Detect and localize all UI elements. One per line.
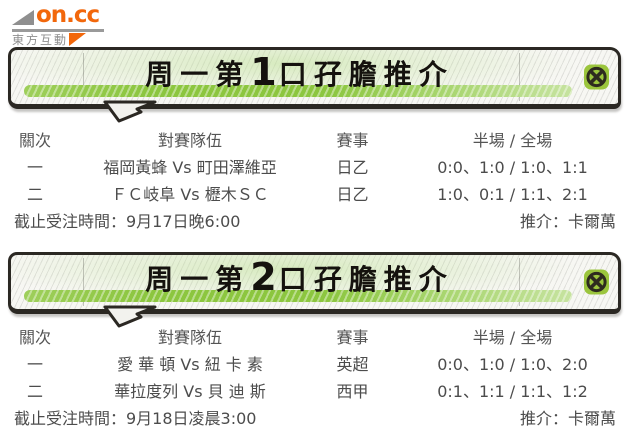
col-header-league: 賽事 [336,130,369,150]
col-header-teams: 對賽隊伍 [157,327,222,347]
table-footer: 截止受注時間：9月18日凌晨3:00 推介：卡爾萬 [0,403,630,430]
cell-league: 日乙 [336,157,369,177]
logo-divider [12,29,104,32]
logo-orange-triangle-icon [69,33,87,46]
logo-bottom: 東方互動 [12,33,104,47]
section2-banner: 周一第 2 口孖膽推介 [8,252,621,328]
cell-round: 一 [26,157,43,177]
banner-fold-line [83,53,84,101]
tipster-text: 推介：卡爾萬 [519,408,616,428]
close-icon[interactable] [583,64,610,91]
cell-score: 0:1、1:1 / 1:1、1:2 [437,381,588,401]
col-header-score: 半場 / 全場 [472,130,553,150]
cell-round: 二 [26,381,43,401]
table-row: 二 華拉度列 Vs 貝 迪 斯 西甲 0:1、1:1 / 1:1、1:2 [0,376,630,403]
cell-teams: 福岡黃蜂 Vs 町田澤維亞 [103,157,277,177]
deadline-text: 截止受注時間：9月17日晚6:00 [14,211,241,231]
table-row: 一 愛 華 頓 Vs 紐 卡 素 英超 0:0、1:0 / 1:0、2:0 [0,349,630,376]
col-header-teams: 對賽隊伍 [157,130,222,150]
close-icon[interactable] [583,269,610,296]
banner-tail [103,100,157,124]
logo-brand-text: on.cc [36,2,100,28]
cell-score: 0:0、1:0 / 1:0、1:1 [437,157,588,177]
cell-round: 一 [26,354,43,374]
title-suffix: 口孖膽推介 [278,263,454,296]
section1-title: 周一第 1 口孖膽推介 [11,50,588,96]
logo-triangle-icon [12,10,34,25]
cell-teams: 華拉度列 Vs 貝 迪 斯 [114,381,266,401]
oncc-logo[interactable]: on.cc 東方互動 [12,4,104,47]
cell-league: 西甲 [336,381,369,401]
table-row: 一 福岡黃蜂 Vs 町田澤維亞 日乙 0:0、1:0 / 1:0、1:1 [0,152,630,179]
cell-score: 0:0、1:0 / 1:0、2:0 [437,354,588,374]
banner-fold-line [519,53,520,101]
col-header-round: 關次 [18,130,51,150]
section1-table: 關次 對賽隊伍 賽事 半場 / 全場 一 福岡黃蜂 Vs 町田澤維亞 日乙 0:… [0,125,630,233]
title-number: 2 [250,255,278,299]
tipster-text: 推介：卡爾萬 [519,211,616,231]
banner-fold-line [83,258,84,306]
title-suffix: 口孖膽推介 [278,58,454,91]
cell-teams: ＦＣ岐阜 Vs 櫪木ＳＣ [111,184,269,204]
cell-league: 日乙 [336,184,369,204]
logo-subtitle: 東方互動 [12,33,69,47]
banner-fold-line [519,258,520,306]
cell-round: 二 [26,184,43,204]
table-header-row: 關次 對賽隊伍 賽事 半場 / 全場 [0,125,630,152]
section2-title: 周一第 2 口孖膽推介 [11,255,588,301]
title-prefix: 周一第 [145,263,251,296]
cell-teams: 愛 華 頓 Vs 紐 卡 素 [117,354,263,374]
title-number: 1 [250,50,278,94]
banner-green-stripe [24,85,572,97]
title-prefix: 周一第 [145,58,251,91]
col-header-league: 賽事 [336,327,369,347]
banner-tail [103,305,157,329]
cell-league: 英超 [336,354,369,374]
table-header-row: 關次 對賽隊伍 賽事 半場 / 全場 [0,322,630,349]
cell-score: 1:0、0:1 / 1:1、2:1 [437,184,588,204]
section1-banner: 周一第 1 口孖膽推介 [8,47,621,123]
table-footer: 截止受注時間：9月17日晚6:00 推介：卡爾萬 [0,206,630,233]
col-header-score: 半場 / 全場 [472,327,553,347]
section2-table: 關次 對賽隊伍 賽事 半場 / 全場 一 愛 華 頓 Vs 紐 卡 素 英超 0… [0,322,630,430]
col-header-round: 關次 [18,327,51,347]
table-row: 二 ＦＣ岐阜 Vs 櫪木ＳＣ 日乙 1:0、0:1 / 1:1、2:1 [0,179,630,206]
deadline-text: 截止受注時間：9月18日凌晨3:00 [14,408,257,428]
logo-top: on.cc [12,4,104,27]
banner-green-stripe [24,290,572,302]
